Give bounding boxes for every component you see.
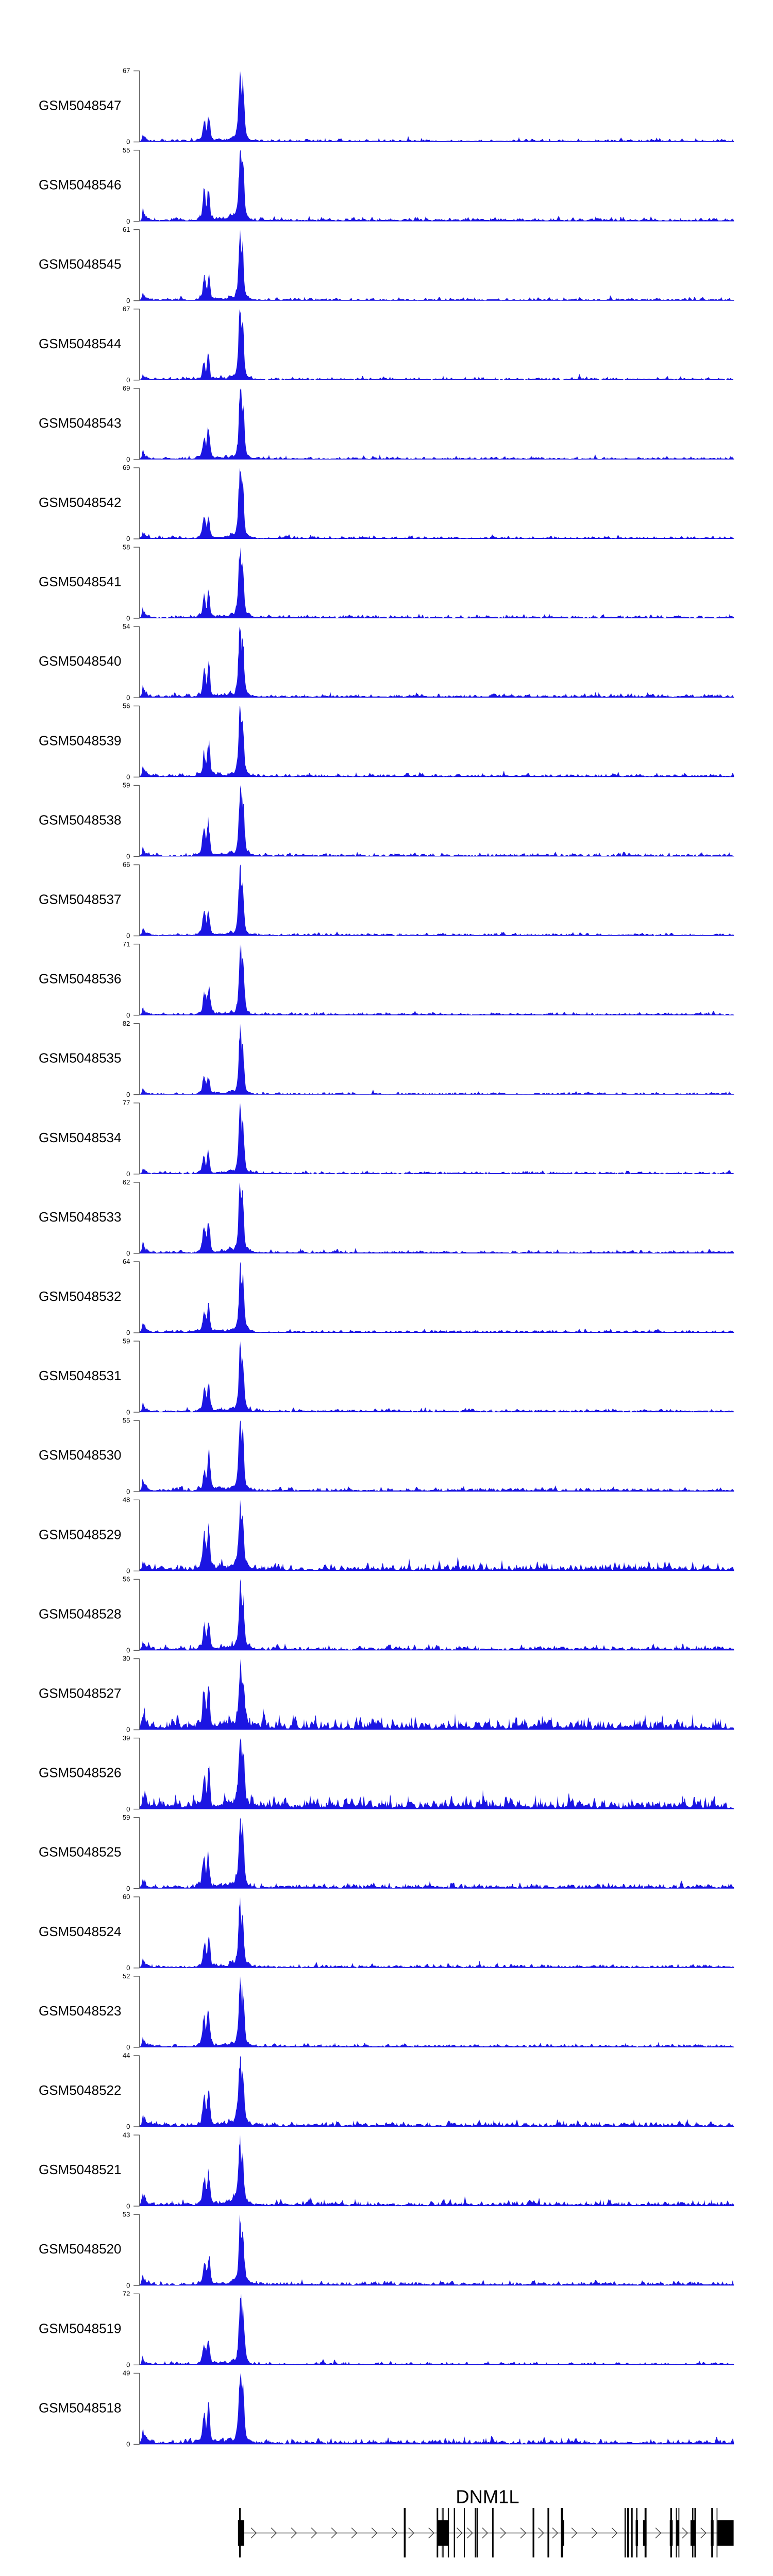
svg-text:77: 77 bbox=[123, 1099, 130, 1107]
svg-text:0: 0 bbox=[126, 1329, 130, 1336]
svg-text:GSM5048535: GSM5048535 bbox=[39, 1050, 121, 1066]
svg-text:56: 56 bbox=[123, 702, 130, 710]
svg-text:0: 0 bbox=[126, 853, 130, 860]
svg-text:39: 39 bbox=[123, 1734, 130, 1742]
svg-text:71: 71 bbox=[123, 940, 130, 948]
svg-text:GSM5048524: GSM5048524 bbox=[39, 1924, 121, 1939]
svg-text:44: 44 bbox=[123, 2052, 130, 2059]
svg-text:GSM5048527: GSM5048527 bbox=[39, 1686, 121, 1701]
svg-text:GSM5048528: GSM5048528 bbox=[39, 1606, 121, 1621]
svg-text:0: 0 bbox=[126, 1964, 130, 1972]
svg-text:GSM5048541: GSM5048541 bbox=[39, 574, 121, 589]
svg-text:0: 0 bbox=[126, 2281, 130, 2289]
svg-text:0: 0 bbox=[126, 1647, 130, 1654]
svg-text:0: 0 bbox=[126, 1011, 130, 1019]
svg-text:0: 0 bbox=[126, 2441, 130, 2448]
svg-text:53: 53 bbox=[123, 2210, 130, 2218]
svg-text:GSM5048536: GSM5048536 bbox=[39, 971, 121, 987]
svg-text:0: 0 bbox=[126, 1170, 130, 1178]
svg-text:59: 59 bbox=[123, 782, 130, 789]
svg-text:GSM5048519: GSM5048519 bbox=[39, 2320, 121, 2336]
svg-text:GSM5048534: GSM5048534 bbox=[39, 1130, 121, 1145]
svg-text:0: 0 bbox=[126, 2202, 130, 2210]
svg-text:43: 43 bbox=[123, 2131, 130, 2139]
svg-text:GSM5048518: GSM5048518 bbox=[39, 2400, 121, 2415]
svg-text:GSM5048542: GSM5048542 bbox=[39, 495, 121, 510]
svg-text:48: 48 bbox=[123, 1496, 130, 1504]
svg-text:0: 0 bbox=[126, 932, 130, 940]
svg-text:0: 0 bbox=[126, 1726, 130, 1734]
svg-text:0: 0 bbox=[126, 1408, 130, 1416]
svg-text:GSM5048544: GSM5048544 bbox=[39, 336, 121, 351]
svg-text:GSM5048523: GSM5048523 bbox=[39, 2003, 121, 2019]
svg-text:0: 0 bbox=[126, 693, 130, 701]
svg-text:69: 69 bbox=[123, 384, 130, 392]
svg-text:30: 30 bbox=[123, 1655, 130, 1663]
svg-text:0: 0 bbox=[126, 376, 130, 384]
svg-text:GSM5048529: GSM5048529 bbox=[39, 1527, 121, 1542]
svg-text:DNM1L: DNM1L bbox=[456, 2486, 519, 2507]
svg-text:GSM5048533: GSM5048533 bbox=[39, 1209, 121, 1225]
svg-text:0: 0 bbox=[126, 217, 130, 225]
svg-text:0: 0 bbox=[126, 1567, 130, 1575]
svg-text:0: 0 bbox=[126, 297, 130, 304]
svg-text:82: 82 bbox=[123, 1020, 130, 1027]
svg-text:0: 0 bbox=[126, 773, 130, 781]
svg-text:67: 67 bbox=[123, 305, 130, 313]
svg-text:GSM5048539: GSM5048539 bbox=[39, 733, 121, 748]
svg-text:GSM5048525: GSM5048525 bbox=[39, 1844, 121, 1860]
svg-text:0: 0 bbox=[126, 1091, 130, 1098]
svg-text:58: 58 bbox=[123, 543, 130, 551]
svg-text:59: 59 bbox=[123, 1337, 130, 1345]
svg-text:52: 52 bbox=[123, 1972, 130, 1980]
svg-text:61: 61 bbox=[123, 226, 130, 233]
svg-text:GSM5048546: GSM5048546 bbox=[39, 177, 121, 193]
svg-text:0: 0 bbox=[126, 1487, 130, 1495]
svg-text:0: 0 bbox=[126, 1885, 130, 1892]
svg-text:0: 0 bbox=[126, 455, 130, 463]
svg-text:GSM5048545: GSM5048545 bbox=[39, 257, 121, 272]
svg-text:GSM5048540: GSM5048540 bbox=[39, 653, 121, 669]
svg-text:72: 72 bbox=[123, 2290, 130, 2298]
svg-text:55: 55 bbox=[123, 1416, 130, 1424]
svg-text:66: 66 bbox=[123, 861, 130, 869]
svg-text:0: 0 bbox=[126, 535, 130, 543]
svg-text:67: 67 bbox=[123, 67, 130, 75]
svg-text:49: 49 bbox=[123, 2369, 130, 2377]
svg-text:60: 60 bbox=[123, 1893, 130, 1901]
svg-text:GSM5048537: GSM5048537 bbox=[39, 892, 121, 907]
svg-text:54: 54 bbox=[123, 622, 130, 630]
svg-text:0: 0 bbox=[126, 614, 130, 622]
svg-text:0: 0 bbox=[126, 2361, 130, 2369]
svg-text:0: 0 bbox=[126, 2123, 130, 2130]
svg-text:0: 0 bbox=[126, 2043, 130, 2051]
svg-text:GSM5048532: GSM5048532 bbox=[39, 1289, 121, 1304]
svg-text:64: 64 bbox=[123, 1258, 130, 1265]
svg-text:59: 59 bbox=[123, 1814, 130, 1821]
svg-text:0: 0 bbox=[126, 1805, 130, 1813]
svg-text:0: 0 bbox=[126, 1249, 130, 1257]
svg-text:0: 0 bbox=[126, 138, 130, 146]
svg-text:GSM5048530: GSM5048530 bbox=[39, 1447, 121, 1463]
svg-text:GSM5048531: GSM5048531 bbox=[39, 1368, 121, 1383]
svg-text:GSM5048521: GSM5048521 bbox=[39, 2162, 121, 2177]
svg-text:GSM5048543: GSM5048543 bbox=[39, 415, 121, 431]
svg-text:GSM5048538: GSM5048538 bbox=[39, 812, 121, 827]
svg-text:GSM5048526: GSM5048526 bbox=[39, 1765, 121, 1781]
svg-text:69: 69 bbox=[123, 464, 130, 471]
svg-text:GSM5048520: GSM5048520 bbox=[39, 2241, 121, 2257]
svg-text:55: 55 bbox=[123, 146, 130, 154]
svg-text:GSM5048522: GSM5048522 bbox=[39, 2082, 121, 2098]
svg-text:62: 62 bbox=[123, 1178, 130, 1186]
svg-text:GSM5048547: GSM5048547 bbox=[39, 98, 121, 113]
svg-text:56: 56 bbox=[123, 1575, 130, 1583]
